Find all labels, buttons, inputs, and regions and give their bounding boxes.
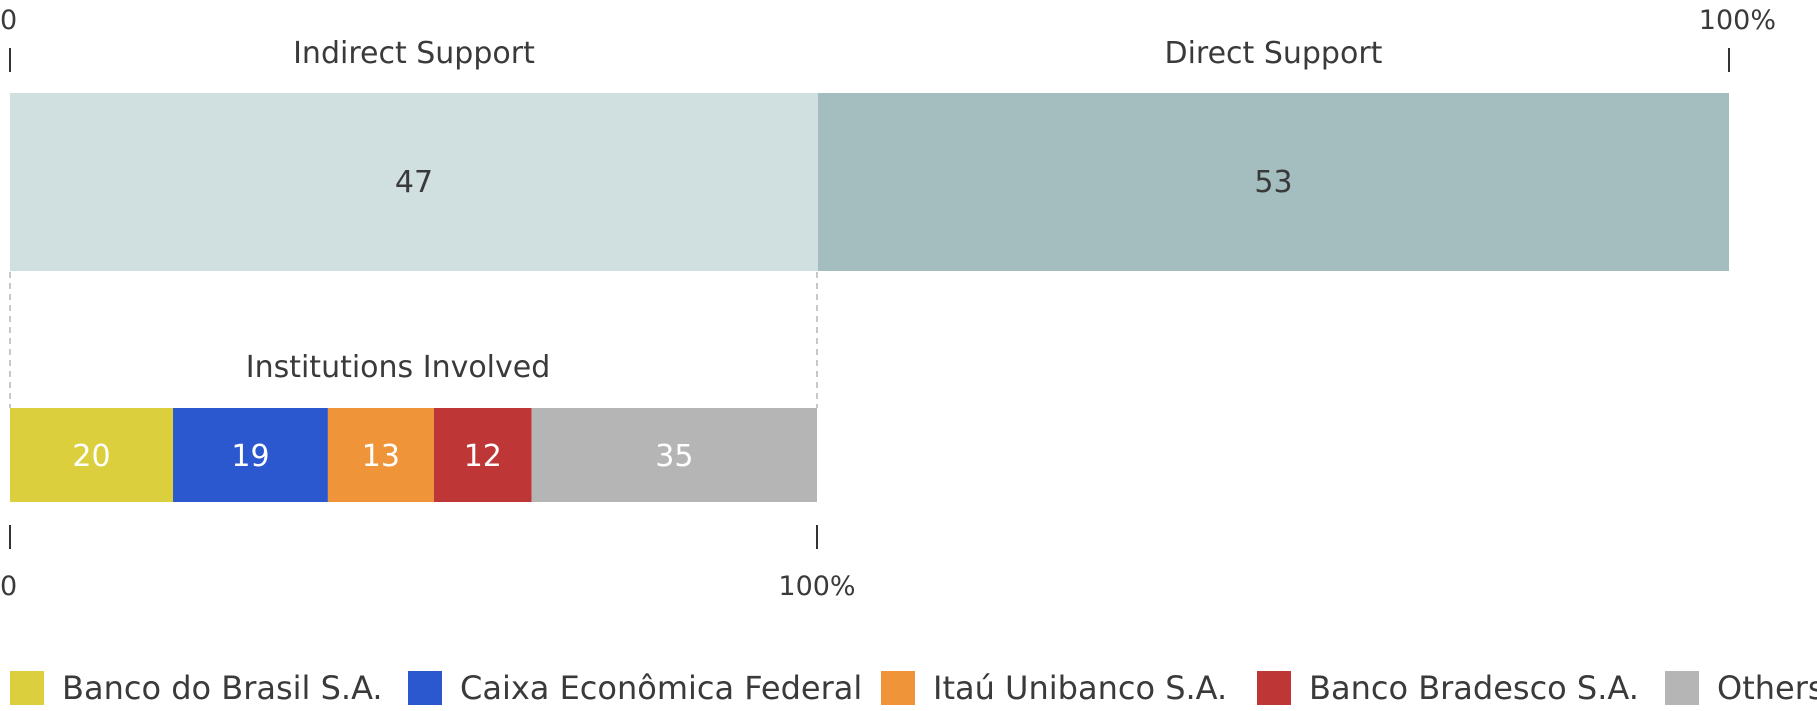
legend-swatch-banco-bradesco-s-a [1257,671,1291,705]
legend-label-others: Others [1717,669,1817,707]
legend-label-banco-bradesco-s-a: Banco Bradesco S.A. [1309,669,1639,707]
legend-label-caixa-econ-mica-federal: Caixa Econômica Federal [460,669,862,707]
bar-segment-banco-bradesco-s-a [433,408,532,502]
data-label-ita-unibanco-s-a: 13 [362,439,400,474]
legend-swatch-caixa-econ-mica-federal [408,671,442,705]
data-label-indirect-support: 47 [395,165,433,200]
bar-segment-banco-do-brasil-s-a [10,408,174,502]
institutions-bar: 20 19 13 12 35 [10,408,817,502]
data-label-banco-bradesco-s-a: 12 [464,439,502,474]
segment-header-direct-support: Direct Support [1164,36,1382,71]
data-label-others: 35 [655,439,693,474]
legend-item-others: Others [1665,669,1817,707]
legend-swatch-ita-unibanco-s-a [881,671,915,705]
bar-segment-direct-support [817,93,1729,271]
legend-label-banco-do-brasil-s-a: Banco do Brasil S.A. [62,669,383,707]
legend-item-ita-unibanco-s-a: Itaú Unibanco S.A. [881,669,1227,707]
bar-segment-indirect-support [10,93,818,271]
legend-swatch-banco-do-brasil-s-a [10,671,44,705]
data-label-caixa-econ-mica-federal: 19 [231,439,269,474]
legend-item-banco-do-brasil-s-a: Banco do Brasil S.A. [10,669,383,707]
legend-label-ita-unibanco-s-a: Itaú Unibanco S.A. [933,669,1227,707]
bar-segment-ita-unibanco-s-a [327,408,434,502]
support-bar: Indirect Support 47 Direct Support 53 [10,36,1729,271]
data-label-banco-do-brasil-s-a: 20 [72,439,110,474]
bottom-axis-tick-100: 100% [778,571,855,602]
institutions-title: Institutions Involved [246,350,551,385]
segment-header-indirect-support: Indirect Support [293,36,535,71]
bar-segment-caixa-econ-mica-federal [173,408,328,502]
top-axis-tick-0: 0 [0,5,17,36]
legend: Banco do Brasil S.A. Caixa Econômica Fede… [10,669,1817,707]
legend-item-caixa-econ-mica-federal: Caixa Econômica Federal [408,669,862,707]
bottom-axis-tick-0: 0 [0,571,17,602]
top-axis-tick-100: 100% [1699,5,1776,36]
legend-swatch-others [1665,671,1699,705]
data-label-direct-support: 53 [1254,165,1292,200]
legend-item-banco-bradesco-s-a: Banco Bradesco S.A. [1257,669,1639,707]
bar-segment-others [531,408,817,502]
